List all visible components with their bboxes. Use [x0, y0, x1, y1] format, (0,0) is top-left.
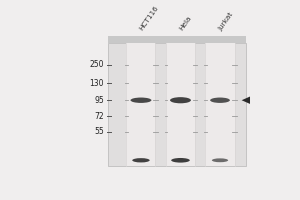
Ellipse shape: [210, 98, 230, 103]
Ellipse shape: [130, 98, 152, 103]
Bar: [206, 43, 235, 166]
Text: 55: 55: [94, 127, 104, 136]
Text: 72: 72: [94, 112, 104, 121]
Bar: [108, 43, 246, 166]
Text: 130: 130: [89, 79, 104, 88]
Bar: [108, 36, 246, 43]
Text: 95: 95: [94, 96, 104, 105]
Bar: [166, 43, 195, 166]
Text: HCT116: HCT116: [139, 5, 160, 32]
Ellipse shape: [171, 158, 190, 163]
Ellipse shape: [132, 158, 150, 162]
Ellipse shape: [170, 97, 191, 103]
Text: Jurkat: Jurkat: [218, 11, 235, 32]
Bar: [126, 43, 155, 166]
Text: 250: 250: [89, 60, 104, 69]
Polygon shape: [242, 97, 250, 104]
Ellipse shape: [212, 158, 228, 162]
Text: Hela: Hela: [178, 15, 193, 32]
